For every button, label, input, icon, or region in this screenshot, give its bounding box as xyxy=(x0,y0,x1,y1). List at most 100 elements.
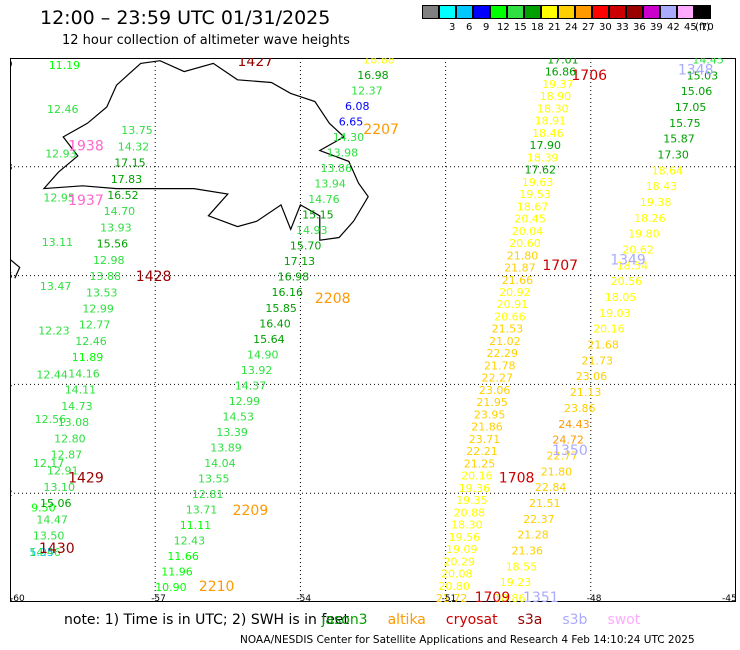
wave-height-label: 15.70 xyxy=(290,240,322,253)
wave-height-label: 21.53 xyxy=(492,323,523,336)
map-canvas[interactable]: 11.19 12.46 12.93 12.95 13.11 13.47 12.23 12.44… xyxy=(10,58,736,602)
satellite-key-cryosat: cryosat xyxy=(445,612,498,628)
wave-height-label: 19.36 xyxy=(459,482,491,495)
wave-height-label: 13.75 xyxy=(121,124,153,137)
latitude-tick-label: 40 xyxy=(10,598,13,602)
pass-time-label: 1709 xyxy=(475,590,511,602)
wave-height-label: 18.43 xyxy=(646,180,678,193)
wave-height-label: 12.99 xyxy=(82,303,114,316)
wave-height-label: 13.47 xyxy=(40,280,72,293)
wave-height-label: 15.56 xyxy=(97,238,129,251)
legend-tick-label: 12 xyxy=(497,22,510,33)
satellite-key-s3b: s3b xyxy=(562,612,588,628)
wave-height-label: 18.64 xyxy=(652,164,684,177)
wave-height-label: 12.95 xyxy=(43,192,75,205)
wave-height-label: 5.95 xyxy=(29,546,54,559)
wave-height-label: 13.86 xyxy=(321,162,353,175)
wave-height-label: 20.91 xyxy=(497,298,528,311)
wave-height-label: 17.62 xyxy=(525,164,557,177)
wave-height-label: 13.10 xyxy=(44,481,76,494)
wave-height-label: 12.17 xyxy=(33,457,65,470)
wave-height-label: 14.53 xyxy=(223,410,255,423)
wave-height-label: 13.98 xyxy=(327,147,359,160)
legend-swatch xyxy=(626,5,643,19)
wave-height-label: 19.35 xyxy=(456,494,488,507)
wave-height-label: 14.46 xyxy=(29,546,61,559)
legend-tick-label: 27 xyxy=(582,22,595,33)
wave-height-label: 11.96 xyxy=(161,566,193,579)
wave-height-label: 16.98 xyxy=(357,69,389,82)
latitude-tick-label: 50 xyxy=(10,60,13,70)
pass-time-label: 2209 xyxy=(233,503,269,519)
wave-height-label: 18.30 xyxy=(451,519,483,532)
wave-height-label: 19.03 xyxy=(599,307,631,320)
wave-height-label: 18.91 xyxy=(535,115,567,128)
legend-tick-label: 33 xyxy=(616,22,629,33)
wave-height-label: 18.90 xyxy=(540,90,572,103)
wave-height-label: 6.65 xyxy=(339,116,364,129)
wave-height-label: 12.46 xyxy=(47,103,79,116)
wave-height-label: 14.37 xyxy=(235,379,266,392)
wave-height-label: 21.25 xyxy=(464,457,496,470)
wave-height-label: 12.44 xyxy=(36,369,68,382)
longitude-tick-label: -48 xyxy=(587,594,602,602)
wave-height-label: 13.08 xyxy=(58,416,89,429)
pass-time-label: 1708 xyxy=(499,470,535,486)
legend-swatch xyxy=(660,5,677,19)
wave-height-label: 14.90 xyxy=(247,348,279,361)
pass-time-label: 1348 xyxy=(678,62,714,78)
wave-height-label: 20.60 xyxy=(509,237,541,250)
wave-height-label: 18.26 xyxy=(634,212,666,225)
legend-tick-label: 18 xyxy=(531,22,544,33)
color-legend: 3 6 9 12 15 18 21 24 27 30 33 36 39 42 45 70 (ft) xyxy=(422,5,728,35)
wave-height-label: 18.54 xyxy=(617,259,649,272)
latitude-tick-label: 48 xyxy=(10,163,13,173)
wave-height-label: 18.30 xyxy=(537,102,569,115)
wave-height-label: 21.66 xyxy=(502,274,534,287)
wave-height-label: 12.80 xyxy=(54,432,86,445)
wave-height-label: 19.53 xyxy=(519,188,551,201)
wave-height-label: 13.71 xyxy=(186,504,218,517)
pass-time-label: 1937 xyxy=(68,193,104,209)
legend-swatch xyxy=(677,5,694,19)
wave-height-label: 21.36 xyxy=(512,545,544,558)
wave-height-label: 23.06 xyxy=(479,384,511,397)
map-plot[interactable]: 11.19 12.46 12.93 12.95 13.11 13.47 12.23 12.44… xyxy=(10,58,736,602)
pass-time-label: 1429 xyxy=(68,470,104,486)
wave-height-label: 16.52 xyxy=(107,189,139,202)
wave-height-label: 12.87 xyxy=(51,449,83,462)
legend-tick-label: 24 xyxy=(565,22,578,33)
wave-height-label: 11.19 xyxy=(49,59,80,72)
wave-height-label: 17.05 xyxy=(675,101,707,114)
wave-height-label: 23.86 xyxy=(564,402,596,415)
wave-height-label: 23.71 xyxy=(469,433,501,446)
legend-unit: (ft) xyxy=(695,22,711,33)
wave-height-label: 18.05 xyxy=(605,291,637,304)
wave-height-label: 17.90 xyxy=(530,139,562,152)
legend-swatch xyxy=(422,5,439,19)
longitude-tick-label: -45 xyxy=(722,594,736,602)
wave-height-label: 11.66 xyxy=(167,550,199,563)
wave-height-label: 15.03 xyxy=(687,69,719,82)
wave-height-label: 17.15 xyxy=(114,157,146,170)
wave-height-label: 14.32 xyxy=(118,140,150,153)
newfoundland-coastline xyxy=(42,60,369,241)
wave-height-label: 13.50 xyxy=(33,530,65,543)
wave-height-label: 15.06 xyxy=(40,497,72,510)
wave-height-label: 22.84 xyxy=(535,481,567,494)
wave-height-label: 19.23 xyxy=(500,576,532,589)
wave-height-label: 13.39 xyxy=(216,426,248,439)
wave-height-label: 16.40 xyxy=(259,317,291,330)
wave-height-label: 17.30 xyxy=(657,149,689,162)
wave-height-label: 16.98 xyxy=(278,271,310,284)
wave-height-label: 20.29 xyxy=(444,555,476,568)
wave-height-label: 21.02 xyxy=(489,335,520,348)
wave-height-label: 13.11 xyxy=(42,236,73,249)
pass-time-label: 1430 xyxy=(39,541,75,557)
wave-height-label: 19.09 xyxy=(446,543,478,556)
wave-height-label: 22.27 xyxy=(482,372,514,385)
wave-height-label: 21.95 xyxy=(476,396,508,409)
wave-height-label: 12.98 xyxy=(93,254,125,267)
wave-height-label: 12.91 xyxy=(47,465,79,478)
wave-height-label: 11.89 xyxy=(72,351,104,364)
